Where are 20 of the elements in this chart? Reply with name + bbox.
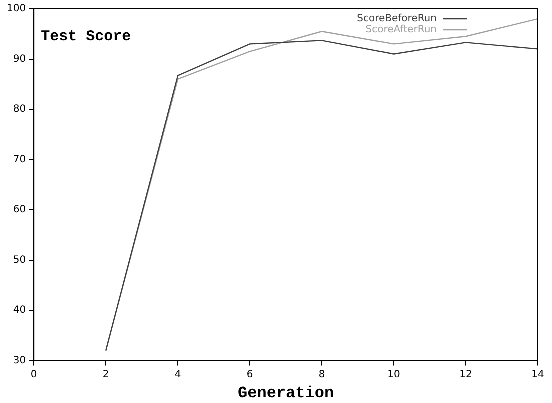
y-tick-label: 30	[13, 355, 26, 366]
y-tick-label: 50	[13, 254, 26, 266]
x-tick-label: 6	[246, 369, 254, 380]
x-axis-title: Generation	[238, 384, 334, 402]
x-tick-label: 2	[102, 369, 110, 380]
x-tick-label: 8	[318, 369, 326, 380]
y-tick-label: 70	[13, 154, 26, 166]
y-tick-label: 100	[6, 4, 26, 15]
y-tick-label: 90	[13, 54, 26, 65]
legend-label: ScoreBeforeRun	[357, 14, 437, 25]
y-tick-label: 40	[13, 305, 26, 316]
y-tick-label: 60	[13, 204, 26, 216]
x-tick-label: 12	[460, 369, 472, 380]
y-tick-label: 80	[13, 104, 26, 116]
x-tick-label: 14	[532, 369, 544, 380]
legend-label: ScoreAfterRun	[366, 24, 437, 36]
x-tick-label: 4	[174, 369, 182, 380]
text: Test Score	[41, 28, 132, 46]
x-tick-label: 10	[388, 369, 400, 380]
x-tick-label: 0	[30, 369, 38, 380]
